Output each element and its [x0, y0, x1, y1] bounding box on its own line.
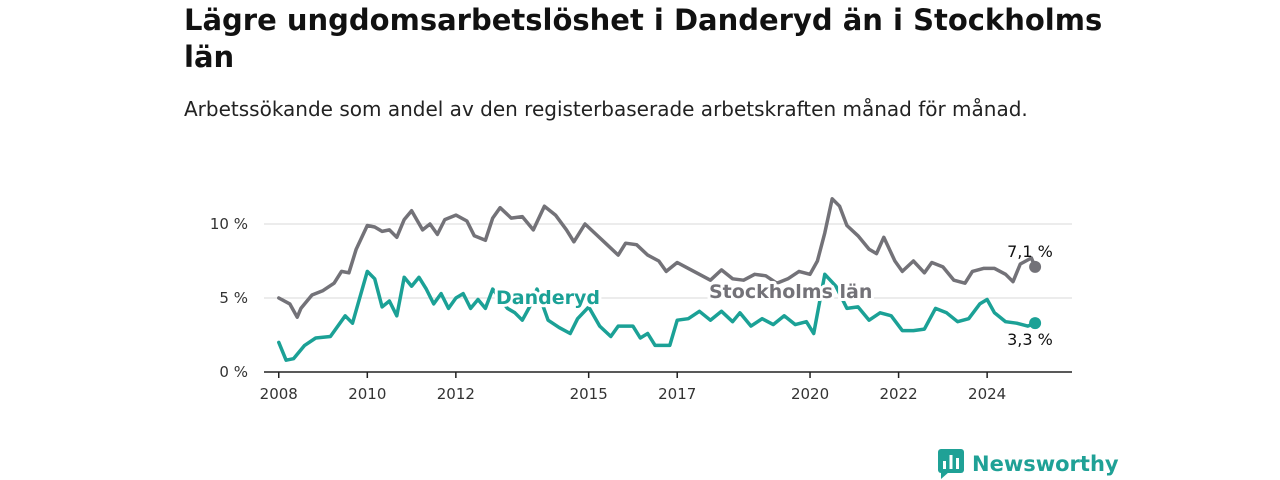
series-name-halo: Stockholms län	[709, 281, 872, 303]
x-tick-label: 2024	[968, 385, 1006, 403]
y-tick-label: 5 %	[219, 289, 248, 307]
series-end-point	[1029, 317, 1042, 330]
gridlines: 0 % 5 % 10 %	[210, 215, 1072, 381]
x-tick-label: 2017	[658, 385, 696, 403]
series-name-label: Stockholms län	[709, 281, 872, 303]
x-tick-label: 2012	[437, 385, 475, 403]
series-name-label: Danderyd	[496, 287, 600, 309]
line-chart: 0 %5 %10 % 2008 2010 2012 2015 2017 2020 2022 2…	[210, 197, 1072, 403]
brand-name: Newsworthy	[972, 452, 1119, 476]
series-end-label: 3,3 %	[1007, 330, 1053, 349]
x-tick-label: 2008	[260, 385, 298, 403]
series-lines	[277, 197, 1042, 362]
x-axis: 2008 2010 2012 2015 2017 2020 2022 2024	[260, 371, 1072, 403]
series-end-label: 7,1 %	[1007, 242, 1053, 261]
x-tick-label: 2015	[570, 385, 608, 403]
newsworthy-chat-bar-icon	[938, 449, 964, 479]
chart-subtitle: Arbetssökande som andel av den registerb…	[184, 97, 1028, 121]
newsworthy-logo: Newsworthy	[938, 449, 1119, 479]
x-tick-label: 2010	[348, 385, 386, 403]
series-end-point	[1029, 260, 1042, 273]
series-line-danderyd	[277, 269, 1037, 362]
y-tick-label: 10 %	[210, 215, 248, 233]
chart-title: Lägre ungdomsarbetslöshet i Danderyd än …	[184, 3, 1103, 74]
series-name-halo: Danderyd	[496, 287, 600, 309]
series-line-stockholms-lan	[277, 197, 1037, 319]
y-tick-label: 0 %	[219, 363, 248, 381]
x-tick-label: 2020	[791, 385, 829, 403]
x-tick-label: 2022	[879, 385, 917, 403]
